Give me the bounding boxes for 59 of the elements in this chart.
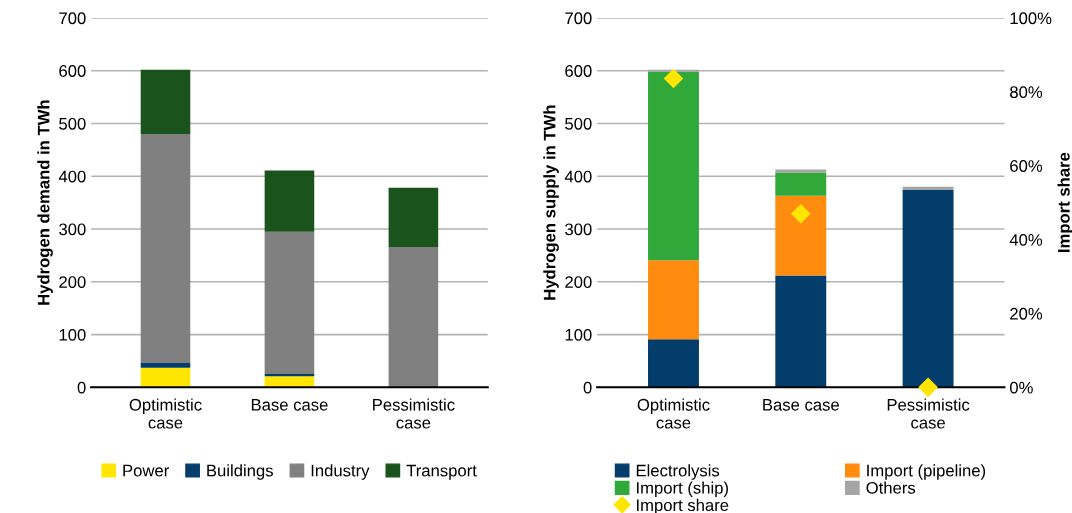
bar: [388, 246, 439, 388]
x-tick-label: Base case: [251, 399, 328, 411]
x-tick-label: Optimistic case: [129, 398, 202, 429]
legend-label: Others: [866, 481, 916, 494]
y-tick-label: 200: [565, 276, 592, 288]
bar: [264, 231, 315, 375]
y-axis-title: Hydrogen demand in TWh: [37, 100, 53, 305]
legend-label: Electrolysis: [636, 464, 720, 480]
y-tick-label: 100: [565, 328, 592, 341]
point: [663, 68, 684, 89]
legend-label: Import (ship): [637, 481, 728, 498]
bar: [775, 169, 827, 173]
y-tick-label: 0: [583, 381, 592, 394]
bar: [775, 275, 827, 388]
bar: [902, 186, 954, 190]
y-tick-label: 600: [565, 65, 592, 77]
y2-tick-label: 100%: [1010, 12, 1052, 25]
y-tick-label: 700: [59, 12, 86, 25]
y-tick-label: 400: [58, 170, 86, 183]
y-tick-label: 500: [565, 117, 592, 130]
y2-tick-label: 60%: [1010, 160, 1043, 172]
legend-label: Buildings: [207, 464, 273, 480]
bar: [648, 71, 699, 261]
y2-tick-label: 0%: [1009, 381, 1033, 394]
x-tick-label: Base case: [763, 399, 839, 411]
bar: [648, 339, 699, 388]
y2-tick-label: 20%: [1010, 307, 1043, 320]
bar: [648, 260, 699, 340]
bar: [140, 367, 191, 388]
legend-label: Industry: [311, 464, 370, 480]
x-tick-label: Pessimistic case: [887, 398, 970, 429]
legend-label: Transport: [406, 464, 477, 480]
legend-label: Power: [123, 464, 169, 477]
x-tick-label: Pessimistic case: [373, 398, 455, 429]
y-tick-label: 0: [77, 381, 86, 394]
y-tick-label: 500: [59, 117, 86, 130]
y-tick-label: 200: [59, 276, 86, 288]
y-axis-title: Hydrogen supply in TWh: [543, 105, 559, 300]
bar: [388, 187, 439, 247]
y2-tick-label: 40%: [1009, 233, 1043, 246]
bar: [140, 134, 191, 364]
bar: [264, 170, 315, 232]
y-tick-label: 300: [59, 223, 86, 236]
point: [918, 377, 938, 397]
bar: [140, 69, 191, 135]
bar: [140, 363, 191, 368]
y-tick-label: 400: [564, 170, 592, 183]
legend-label: Import (pipeline): [867, 464, 986, 480]
point: [791, 204, 811, 224]
bar: [902, 189, 954, 388]
y-tick-label: 600: [59, 65, 86, 77]
bar: [775, 172, 827, 196]
bar: [264, 374, 315, 377]
bar: [775, 195, 827, 276]
y-tick-label: 100: [59, 328, 86, 341]
y-tick-label: 700: [565, 12, 592, 25]
y-tick-label: 300: [565, 223, 592, 236]
y2-tick-label: 80%: [1010, 86, 1043, 99]
x-tick-label: Optimistic case: [637, 398, 710, 429]
